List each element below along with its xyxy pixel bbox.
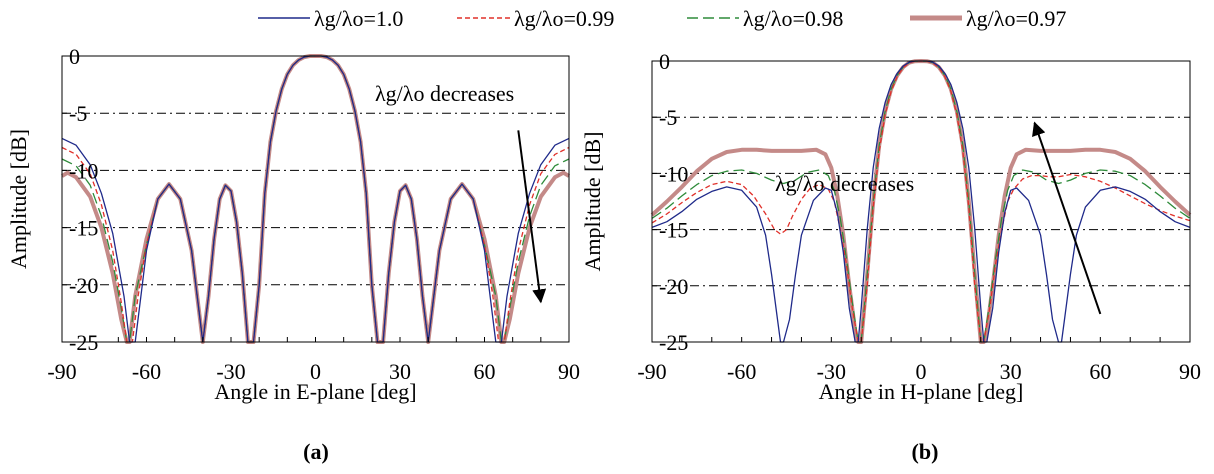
panel-label-b: (b) [912, 439, 939, 464]
y-axis-title-a: Amplitude [dB] [6, 129, 31, 269]
y-tick-label: -25 [659, 330, 688, 355]
plot-frame-b [651, 60, 1191, 343]
legend-entry-2: λg/λo=0.99 [457, 6, 614, 31]
x-tick-label: -30 [216, 359, 245, 384]
grid-b [652, 116, 1190, 287]
series-line-2 [651, 60, 1191, 343]
annotation-text-a: λg/λo decreases [375, 81, 514, 106]
legend-label-3: λg/λo=0.98 [743, 6, 843, 31]
x-tick-label: 0 [916, 359, 927, 384]
x-tick-label: 60 [1089, 359, 1111, 384]
grid-a [62, 112, 569, 286]
y-tick-label: -10 [69, 158, 98, 183]
y-tick-label: -20 [69, 273, 98, 298]
x-tick-label: -90 [47, 359, 76, 384]
annotation-arrow-b [1032, 121, 1102, 315]
legend-entry-4: λg/λo=0.97 [910, 6, 1066, 31]
y-tick-labels-a: 0 -5 -10 -15 -20 -25 [69, 44, 98, 355]
y-tick-label: -5 [69, 101, 87, 126]
annotation-arrow-a [517, 130, 547, 304]
x-tick-label: 30 [389, 359, 411, 384]
ticks-b [651, 60, 1191, 343]
x-tick-label: -30 [817, 359, 846, 384]
y-tick-label: -10 [659, 161, 688, 186]
series-line-1 [651, 60, 1191, 343]
x-tick-labels-b: -90 -60 -30 0 30 60 90 [637, 359, 1201, 384]
y-tick-label: -20 [659, 274, 688, 299]
legend: λg/λo=1.0 λg/λo=0.99 λg/λo=0.98 λg/λo=0.… [258, 6, 1066, 31]
legend-label-2: λg/λo=0.99 [514, 6, 614, 31]
y-tick-label: -25 [69, 330, 98, 355]
x-tick-label: 0 [310, 359, 321, 384]
ticks-a [61, 55, 570, 343]
legend-label-4: λg/λo=0.97 [966, 6, 1066, 31]
x-axis-title-a: Angle in E-plane [deg] [214, 379, 416, 404]
legend-entry-3: λg/λo=0.98 [687, 6, 843, 31]
x-tick-label: 30 [1000, 359, 1022, 384]
panel-b-h-plane: 0 -5 -10 -15 -20 -25 -90 -60 -30 0 30 60 90 Angle i… [580, 49, 1201, 464]
y-tick-label: -5 [659, 105, 677, 130]
panel-a-e-plane: 0 -5 -10 -15 -20 -25 -90 -60 -30 0 30 60 90 Angle i… [6, 44, 580, 464]
x-tick-label: 90 [1179, 359, 1201, 384]
series-b [650, 59, 1192, 344]
x-tick-label: -90 [637, 359, 666, 384]
x-tick-labels-a: -90 -60 -30 0 30 60 90 [47, 359, 580, 384]
x-tick-label: 90 [558, 359, 580, 384]
x-axis-title-b: Angle in H-plane [deg] [819, 379, 1024, 404]
x-tick-label: -60 [727, 359, 756, 384]
y-tick-label: -15 [659, 218, 688, 243]
y-tick-label: -15 [69, 216, 98, 241]
x-tick-label: 60 [474, 359, 496, 384]
annotation-text-b: λg/λo decreases [775, 171, 914, 196]
panel-label-a: (a) [303, 439, 329, 464]
y-tick-label: 0 [69, 44, 80, 69]
legend-entry-1: λg/λo=1.0 [258, 6, 403, 31]
y-axis-title-b: Amplitude [dB] [580, 132, 605, 272]
y-tick-labels-b: 0 -5 -10 -15 -20 -25 [659, 49, 688, 355]
y-tick-label: 0 [659, 49, 670, 74]
series-line-3 [651, 60, 1191, 343]
x-tick-label: -60 [132, 359, 161, 384]
legend-label-1: λg/λo=1.0 [314, 6, 403, 31]
series-line-4 [650, 59, 1192, 344]
